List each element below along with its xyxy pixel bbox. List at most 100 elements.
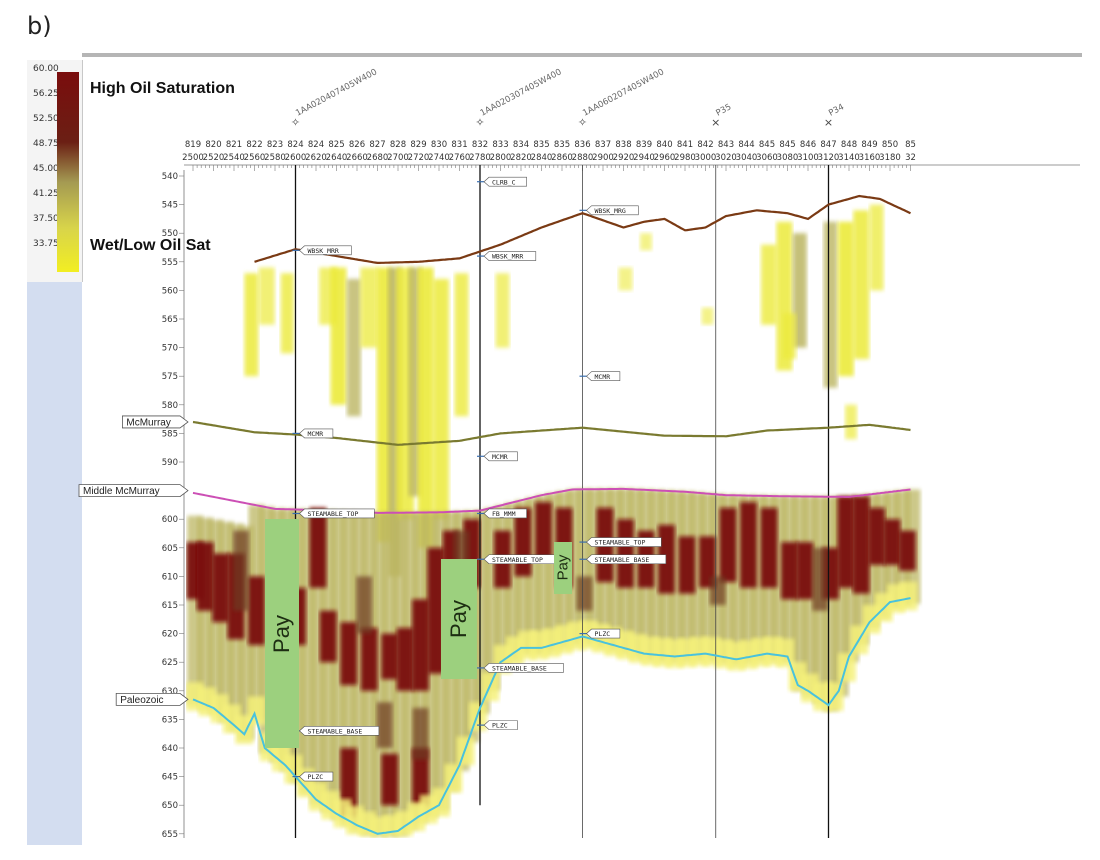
pick-marker-box — [299, 771, 334, 782]
crossline-tick-label: 2540 — [223, 153, 245, 163]
inline-tick-label: 824 — [287, 140, 303, 150]
pick-marker-label: WBSK_MRG — [595, 207, 626, 215]
inline-tick-label: 823 — [267, 140, 283, 150]
crossline-tick-label: 2800 — [490, 153, 512, 163]
saturation-cell — [330, 267, 347, 405]
crossline-tick-label: 2760 — [449, 153, 471, 163]
pick-marker-label: STEAMABLE_TOP — [492, 556, 543, 564]
saturation-cell — [381, 753, 399, 806]
pick-marker-label: STEAMABLE_BASE — [308, 727, 363, 735]
depth-tick-label: 615 — [162, 601, 178, 611]
saturation-cell — [837, 496, 855, 588]
pick-marker-box — [483, 251, 537, 261]
saturation-cell — [280, 273, 294, 354]
pick-marker-box — [299, 508, 375, 519]
saturation-cell — [869, 204, 884, 291]
well-name-label: P35 — [714, 102, 733, 118]
crossline-tick-label: 2860 — [551, 153, 573, 163]
pick-marker-box — [483, 176, 527, 187]
well-star-icon: ✧ — [475, 116, 484, 129]
pick-marker-label: WBSK_MRR — [308, 247, 339, 255]
depth-tick-label: 650 — [162, 801, 178, 811]
inline-tick-label: 844 — [738, 140, 754, 150]
depth-tick-label: 575 — [162, 372, 178, 382]
saturation-cell — [412, 748, 429, 806]
pick-marker-box — [586, 371, 621, 381]
inline-tick-label: 832 — [472, 140, 488, 150]
horizon-tag-box — [78, 484, 189, 497]
depth-tick-label: 630 — [162, 687, 178, 697]
saturation-cell — [899, 581, 918, 611]
crossline-tick-label: 3000 — [695, 153, 717, 163]
depth-tick-label: 540 — [162, 172, 178, 182]
saturation-cell — [356, 576, 373, 634]
panel-top-border — [82, 53, 1082, 57]
depth-tick-label: 560 — [162, 286, 178, 296]
inline-tick-label: 842 — [697, 140, 713, 150]
pick-marker-label: MCMR — [308, 430, 324, 438]
saturation-cell — [883, 519, 901, 565]
pick-marker-label: PLZC — [492, 722, 508, 730]
depth-tick-label: 590 — [162, 458, 178, 468]
inline-tick-label: 847 — [820, 140, 836, 150]
horizon-tag-box — [115, 692, 189, 706]
crossline-tick-label: 2720 — [408, 153, 430, 163]
pay-interval-box: Pay — [441, 559, 477, 680]
pick-marker-box — [586, 537, 662, 547]
crossline-tick-label: 3140 — [838, 153, 860, 163]
depth-tick-label: 655 — [162, 830, 178, 840]
saturation-cell — [852, 496, 870, 594]
saturation-cell — [658, 524, 675, 594]
crossline-tick-label: 2920 — [613, 153, 635, 163]
inline-tick-label: 838 — [615, 140, 631, 150]
inline-tick-label: 837 — [595, 140, 611, 150]
saturation-cell — [782, 313, 797, 360]
inline-tick-label: 828 — [390, 140, 406, 150]
saturation-cell — [212, 553, 230, 623]
horizon-tag-label: McMurray — [126, 417, 170, 428]
pick-marker-label: CLRB_C — [492, 178, 516, 186]
inline-tick-label: 825 — [328, 140, 344, 150]
saturation-cell — [454, 273, 469, 417]
crossline-tick-label: 2680 — [367, 153, 389, 163]
inline-tick-label: 85 — [905, 140, 916, 150]
depth-tick-label: 550 — [162, 229, 178, 239]
pick-marker-label: MCMR — [595, 373, 611, 381]
crossline-tick-label: 3060 — [756, 153, 778, 163]
saturation-cell — [196, 542, 214, 611]
crossline-tick-label: 2840 — [531, 153, 553, 163]
saturation-cell — [740, 502, 757, 588]
saturation-cell — [412, 707, 429, 760]
saturation-cell — [248, 576, 265, 646]
crossline-tick-label: 2940 — [633, 153, 655, 163]
inline-tick-label: 835 — [533, 140, 549, 150]
inline-tick-label: 841 — [677, 140, 693, 150]
saturation-cell — [433, 278, 449, 520]
scale-value: 37.50 — [33, 214, 59, 224]
pick-marker-box — [483, 720, 518, 730]
pay-label: Pay — [554, 554, 572, 581]
saturation-cell — [701, 307, 714, 325]
pick-marker-label: STEAMABLE_BASE — [595, 556, 650, 564]
scale-value: 52.50 — [33, 114, 59, 124]
pay-label: Pay — [445, 600, 471, 639]
saturation-cell — [845, 404, 857, 440]
crossline-tick-label: 2660 — [346, 153, 368, 163]
well-name-label: 1AA060207405W400 — [581, 67, 666, 118]
depth-tick-label: 545 — [162, 201, 178, 211]
saturation-cell — [495, 273, 510, 348]
inline-tick-label: 843 — [718, 140, 734, 150]
inline-tick-label: 845 — [759, 140, 775, 150]
pick-marker-label: MCMR — [492, 453, 508, 461]
inline-tick-label: 846 — [800, 140, 816, 150]
depth-tick-label: 610 — [162, 572, 178, 582]
well-star-icon: ✧ — [578, 116, 587, 129]
saturation-cell — [898, 530, 916, 571]
color-scale-bar — [57, 72, 79, 272]
inline-tick-label: 850 — [882, 140, 898, 150]
inline-tick-label: 821 — [226, 140, 242, 150]
saturation-cell — [796, 542, 814, 600]
inline-tick-label: 820 — [205, 140, 221, 150]
inline-tick-label: 829 — [410, 140, 426, 150]
